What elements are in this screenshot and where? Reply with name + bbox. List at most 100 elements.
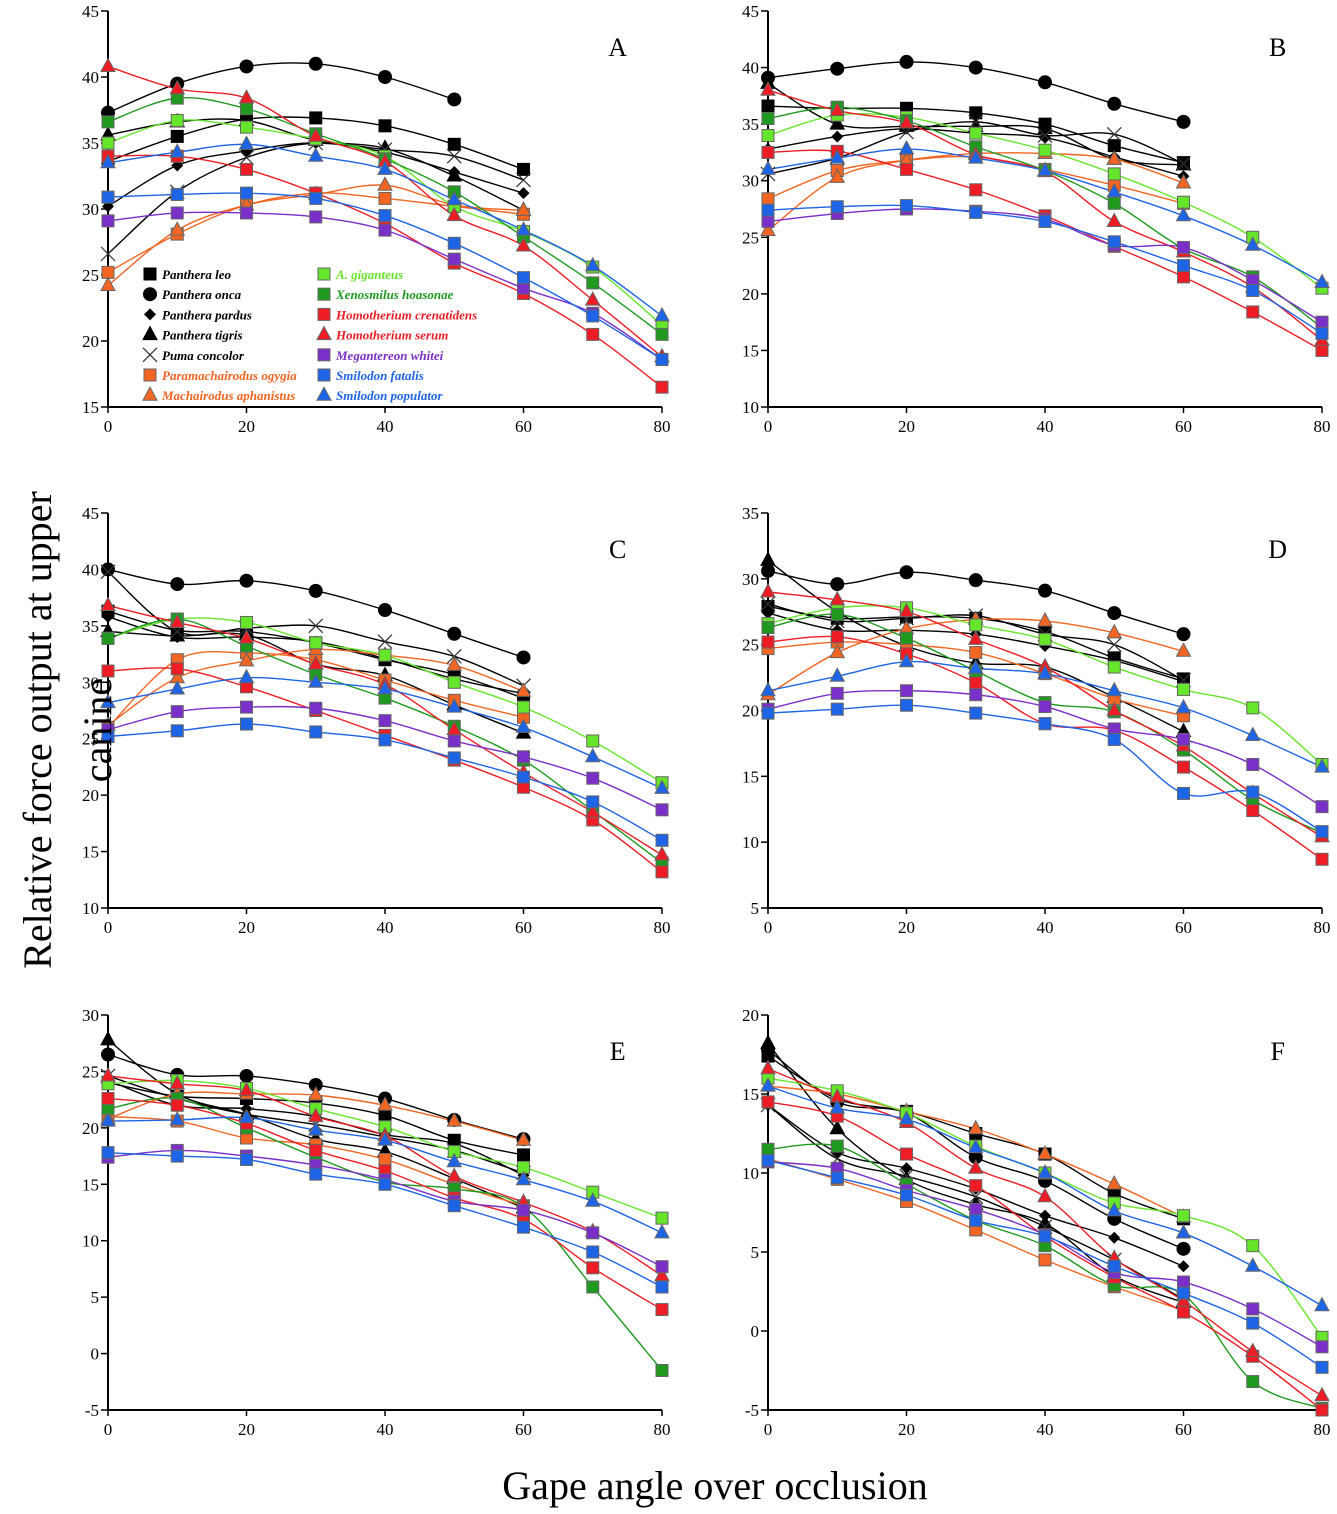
data-point	[240, 120, 253, 134]
y-tick-label: 0	[91, 1345, 100, 1364]
legend-item-panthera-pardus: Panthera pardus	[144, 307, 252, 322]
legend-marker	[317, 307, 331, 321]
data-point	[1106, 701, 1123, 716]
legend-label: Megantereon whitei	[335, 348, 444, 363]
data-point	[900, 684, 913, 698]
data-point	[239, 150, 254, 165]
data-point	[898, 652, 915, 668]
data-point	[1108, 1231, 1121, 1244]
legend-label: Puma concolor	[162, 348, 245, 363]
data-point	[378, 119, 392, 133]
data-point	[761, 1142, 775, 1156]
series-markers-smilodon-populator	[760, 652, 1330, 773]
data-point	[238, 89, 255, 104]
series-markers-smilodon-fatalis	[101, 186, 669, 366]
data-point	[1176, 1241, 1191, 1256]
legend-label: Homotherium serum	[335, 328, 448, 343]
data-point	[900, 698, 913, 712]
y-tick-label: 5	[751, 899, 760, 918]
data-point	[586, 276, 600, 290]
series-markers-smilodon-fatalis	[101, 1146, 669, 1294]
series-markers-panthera-onca	[761, 563, 1191, 642]
legend-label: Machairodus aphanistus	[161, 388, 295, 403]
series-markers-a-giganteus	[761, 1071, 1329, 1344]
data-point	[517, 162, 530, 176]
data-point	[170, 206, 184, 220]
data-point	[101, 631, 115, 645]
data-point	[1246, 701, 1260, 715]
legend-item-xenosmilus-hoasonae: Xenosmilus hoasonae	[317, 287, 454, 302]
data-point	[761, 1095, 775, 1109]
data-point	[309, 1167, 323, 1181]
data-point	[515, 221, 532, 236]
data-point	[170, 114, 184, 128]
x-tick-label: 60	[1175, 417, 1192, 436]
data-point	[654, 1223, 670, 1239]
data-point	[829, 643, 846, 659]
data-point	[969, 1202, 983, 1216]
data-point	[100, 153, 116, 169]
series-line-homotherium-crenatidens	[767, 149, 1323, 352]
data-point	[760, 81, 776, 96]
data-point	[446, 1152, 463, 1168]
data-point	[238, 1108, 255, 1124]
data-point	[378, 733, 392, 747]
data-point	[1106, 212, 1123, 227]
data-point	[447, 626, 462, 641]
data-point	[307, 655, 324, 670]
data-point	[968, 573, 983, 588]
data-point	[967, 659, 984, 674]
data-point	[377, 160, 393, 175]
data-point	[309, 1143, 323, 1157]
data-point	[517, 1220, 530, 1234]
data-point	[517, 750, 530, 764]
data-point	[517, 271, 530, 285]
data-point	[238, 668, 255, 684]
data-point	[761, 214, 775, 228]
legend-item-homotherium-serum: Homotherium serum	[316, 325, 448, 343]
x-tick-label: 20	[238, 918, 255, 937]
data-point	[760, 1034, 776, 1049]
data-point	[446, 1167, 463, 1182]
data-point	[900, 631, 913, 645]
data-point	[969, 688, 983, 702]
data-point	[1246, 305, 1260, 319]
data-point	[830, 630, 844, 644]
data-point	[1039, 131, 1051, 144]
y-tick-label: 10	[742, 1164, 759, 1183]
legend-item-panthera-onca: Panthera onca	[143, 287, 242, 302]
data-point	[170, 662, 184, 676]
data-point	[969, 1213, 983, 1227]
data-point	[900, 1188, 913, 1202]
data-point	[586, 327, 600, 341]
data-point	[1315, 1340, 1329, 1354]
panel-f: -5 0 5 10 15 20 0 20 40 60 80 F	[742, 1006, 1331, 1439]
y-tick-label: 35	[742, 504, 759, 523]
panel-a: 15 20 25 30 35 40 45 0 20 40 60 80 A	[82, 2, 671, 436]
data-point	[655, 803, 669, 817]
data-point	[586, 1280, 600, 1294]
legend-item-megantereon-whitei: Megantereon whitei	[317, 348, 444, 363]
y-tick-label: 15	[82, 843, 99, 862]
data-point	[238, 1081, 255, 1097]
data-point	[1038, 1253, 1052, 1267]
data-point	[378, 209, 392, 223]
data-point	[654, 779, 670, 794]
data-point	[378, 223, 392, 237]
data-point	[307, 1086, 324, 1101]
data-point	[829, 1119, 846, 1135]
data-point	[1177, 1209, 1190, 1223]
data-point	[1175, 173, 1192, 189]
data-point	[377, 1096, 393, 1111]
series-markers-panthera-onca	[101, 562, 531, 665]
data-point	[900, 162, 913, 176]
y-tick-label: 25	[82, 266, 99, 285]
data-point	[969, 618, 983, 632]
y-tick-label: 35	[742, 115, 759, 134]
y-tick-label: 10	[742, 398, 759, 417]
data-point	[655, 1211, 669, 1225]
y-tick-label: 25	[742, 228, 759, 247]
data-point	[517, 187, 530, 200]
data-point	[1315, 852, 1329, 866]
x-tick-label: 0	[104, 918, 113, 937]
